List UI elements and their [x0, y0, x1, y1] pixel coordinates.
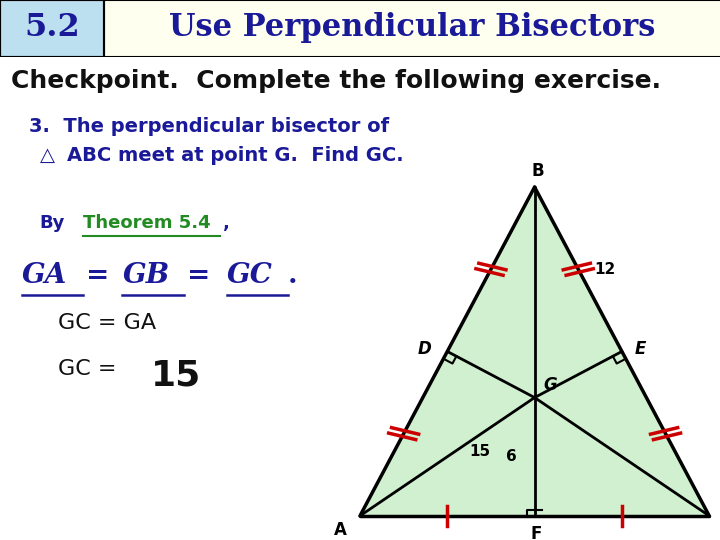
Text: ABC meet at point G.  Find GC.: ABC meet at point G. Find GC.: [67, 146, 404, 165]
Text: .: .: [288, 262, 297, 289]
Text: GC =: GC =: [58, 359, 123, 379]
Text: 5.2: 5.2: [24, 12, 80, 43]
Text: B: B: [532, 163, 544, 180]
Text: △: △: [40, 146, 55, 165]
Text: By: By: [40, 214, 65, 232]
Text: 12: 12: [594, 262, 616, 277]
Text: ,: ,: [223, 214, 230, 232]
Text: A: A: [334, 521, 347, 539]
Text: GA: GA: [22, 262, 67, 289]
Text: G: G: [544, 376, 557, 394]
Text: 15: 15: [151, 359, 202, 393]
Text: D: D: [418, 340, 431, 358]
Text: 3.  The perpendicular bisector of: 3. The perpendicular bisector of: [29, 117, 389, 136]
Text: 15: 15: [469, 444, 490, 460]
Text: E: E: [635, 340, 647, 358]
Text: =: =: [187, 262, 210, 289]
Text: Checkpoint.  Complete the following exercise.: Checkpoint. Complete the following exerc…: [11, 69, 661, 93]
Text: GC = GA: GC = GA: [58, 313, 156, 333]
Bar: [0, 0, 104, 57]
Text: F: F: [531, 524, 541, 540]
Text: Theorem 5.4: Theorem 5.4: [83, 214, 210, 232]
Text: GC: GC: [227, 262, 273, 289]
Text: Use Perpendicular Bisectors: Use Perpendicular Bisectors: [169, 12, 655, 43]
Bar: [104, 0, 720, 57]
Text: GB: GB: [122, 262, 170, 289]
Text: 6: 6: [506, 449, 516, 464]
Text: =: =: [86, 262, 109, 289]
Polygon shape: [360, 187, 709, 516]
